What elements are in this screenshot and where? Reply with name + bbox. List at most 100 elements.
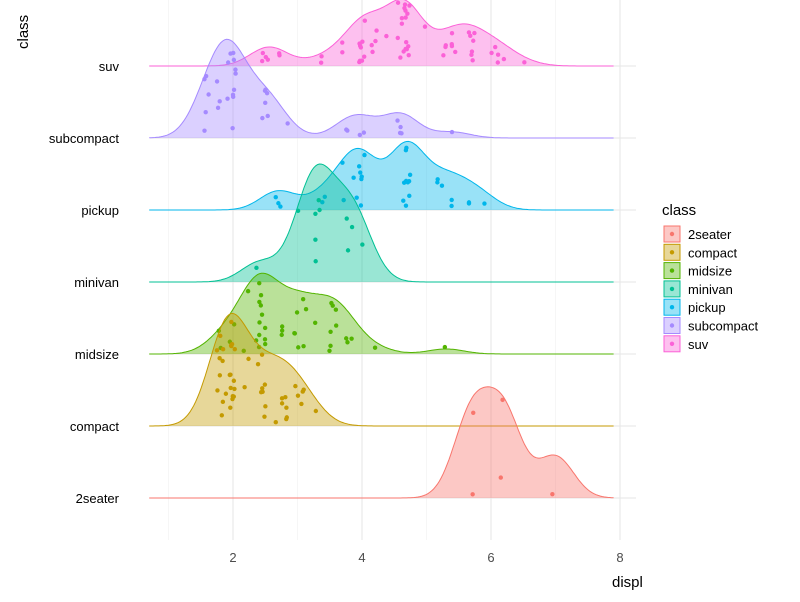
data-point	[265, 57, 271, 62]
data-point	[422, 24, 428, 29]
data-point	[279, 332, 284, 338]
data-point	[215, 105, 221, 111]
data-point	[225, 96, 230, 101]
data-point	[340, 50, 345, 55]
data-point	[406, 52, 411, 58]
data-point	[214, 79, 220, 84]
data-point	[295, 208, 301, 214]
y-tick-label: pickup	[81, 203, 119, 218]
data-point	[258, 303, 264, 308]
data-point	[313, 237, 318, 242]
data-point	[246, 356, 251, 362]
data-point	[254, 265, 259, 271]
data-point	[349, 224, 355, 230]
density-area-subcompact	[149, 39, 614, 138]
data-point	[316, 197, 321, 203]
data-point	[472, 30, 477, 36]
data-point	[369, 42, 374, 48]
data-point	[301, 343, 306, 349]
data-point	[265, 113, 270, 119]
y-axis-title: class	[15, 15, 32, 49]
data-point	[255, 361, 261, 367]
y-tick-label: midsize	[75, 347, 119, 362]
data-point	[231, 57, 237, 63]
data-point	[403, 8, 408, 13]
data-point	[495, 60, 501, 65]
legend-label: midsize	[688, 264, 732, 279]
data-point	[313, 408, 319, 414]
data-point	[301, 387, 306, 392]
density-line-2seater	[149, 386, 614, 499]
data-point	[401, 198, 406, 203]
data-point	[449, 203, 454, 209]
data-point	[449, 197, 454, 203]
data-point	[357, 132, 363, 138]
data-point	[449, 31, 455, 36]
data-point	[260, 386, 265, 391]
legend-item-minivan: minivan	[663, 280, 733, 298]
data-point	[264, 90, 270, 96]
data-point	[362, 18, 368, 23]
data-point	[233, 71, 238, 76]
data-point	[471, 38, 476, 43]
data-point	[202, 128, 207, 133]
data-point	[279, 401, 285, 406]
y-tick-label: 2seater	[76, 491, 120, 506]
data-point	[273, 195, 278, 200]
x-axis-title: displ	[612, 574, 643, 591]
data-point	[319, 54, 324, 59]
data-point	[372, 345, 378, 350]
data-point	[466, 30, 472, 35]
density-line-minivan	[149, 163, 614, 283]
data-point	[262, 325, 268, 331]
data-point	[219, 413, 225, 418]
data-point	[317, 207, 322, 213]
ridge-suv	[149, 0, 614, 67]
data-point	[263, 87, 268, 92]
data-point	[345, 340, 350, 345]
data-point	[232, 386, 237, 392]
legend-key-point	[669, 231, 675, 237]
data-point	[260, 115, 265, 121]
legend-key-point	[669, 323, 675, 328]
data-point	[404, 145, 409, 151]
data-point	[470, 58, 475, 63]
data-point	[333, 323, 339, 328]
data-point	[223, 391, 229, 396]
data-point	[285, 121, 290, 126]
density-area-2seater	[149, 386, 614, 498]
data-point	[313, 259, 318, 264]
density-area-pickup	[149, 141, 614, 210]
x-tick-labels: 2 4 6 8	[229, 550, 623, 565]
density-line-pickup	[149, 140, 614, 211]
legend-item-compact: compact	[663, 243, 738, 261]
data-point	[495, 52, 501, 57]
data-point	[299, 401, 304, 407]
data-point	[257, 280, 262, 286]
data-point	[341, 197, 346, 203]
y-tick-label: suv	[99, 59, 120, 74]
data-point	[318, 60, 324, 65]
legend-key-point	[669, 268, 675, 273]
data-point	[344, 216, 349, 221]
ridge-compact	[149, 312, 614, 427]
data-point	[217, 373, 223, 378]
data-point	[284, 405, 289, 410]
ridge-2seater	[149, 386, 614, 499]
legend-title: class	[662, 202, 696, 219]
data-point	[203, 110, 208, 115]
data-point	[399, 21, 405, 26]
data-point	[322, 194, 327, 199]
x-tick-label: 6	[487, 550, 494, 565]
data-point	[276, 51, 282, 56]
data-point	[397, 130, 403, 136]
legend-item-midsize: midsize	[663, 262, 732, 280]
legend-label: subcompact	[688, 319, 758, 334]
data-point	[466, 200, 472, 205]
data-point	[328, 329, 333, 334]
data-point	[493, 44, 498, 50]
data-point	[225, 60, 231, 65]
data-point	[278, 204, 283, 209]
